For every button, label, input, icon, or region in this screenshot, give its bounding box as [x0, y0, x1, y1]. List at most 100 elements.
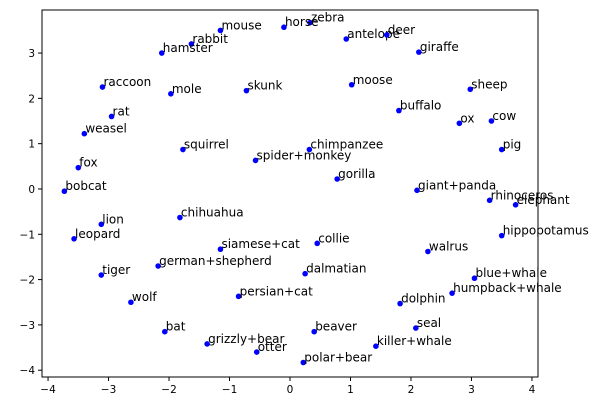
data-point-label: gorilla — [338, 167, 375, 181]
data-point — [98, 221, 105, 228]
data-point — [71, 236, 77, 242]
data-point-label: walrus — [429, 239, 468, 253]
data-point — [512, 202, 519, 208]
data-point — [416, 49, 422, 55]
data-point-label: wolf — [132, 290, 157, 304]
data-point — [449, 290, 455, 296]
x-tick-label: 1 — [347, 384, 354, 396]
y-tick-label: −2 — [20, 275, 35, 287]
data-point — [281, 24, 287, 31]
x-tick-label: −3 — [101, 384, 116, 396]
data-point — [383, 32, 390, 38]
x-tick-label: 4 — [529, 384, 536, 396]
data-point — [158, 50, 165, 56]
points-layer: zebrahorsemouserabbithamsterantelopedeer… — [61, 11, 589, 366]
data-point — [61, 188, 68, 195]
data-point-label: killer+whale — [377, 334, 452, 348]
data-point-label: deer — [388, 23, 415, 37]
data-point-label: moose — [353, 73, 393, 87]
data-point — [471, 275, 478, 282]
data-point-label: fox — [79, 156, 97, 170]
data-point-label: ox — [460, 111, 474, 125]
x-tick-label: 2 — [408, 384, 415, 396]
data-point-label: seal — [417, 316, 441, 330]
data-point-label: dolphin — [401, 292, 445, 306]
y-tick-label: −1 — [20, 229, 35, 241]
data-point — [108, 113, 115, 120]
data-point-label: beaver — [315, 320, 357, 334]
data-point-label: giant+panda — [418, 178, 496, 192]
x-tick-label: −2 — [161, 384, 176, 396]
y-tick-label: −4 — [20, 365, 36, 377]
data-point — [498, 146, 505, 153]
data-point — [252, 157, 259, 164]
data-point — [486, 197, 493, 204]
data-point — [311, 328, 317, 335]
data-point — [188, 41, 195, 47]
data-point — [302, 270, 308, 277]
data-point — [414, 187, 420, 194]
data-point-label: lion — [102, 212, 124, 226]
data-point-label: spider+monkey — [257, 148, 352, 162]
y-tick-label: 3 — [28, 48, 35, 60]
data-point — [99, 84, 106, 90]
data-point — [155, 263, 161, 269]
data-point — [253, 349, 260, 355]
data-point-label: hamster — [163, 41, 213, 55]
data-point-label: zebra — [311, 11, 345, 25]
data-point-label: skunk — [247, 79, 282, 93]
data-point — [243, 87, 250, 94]
data-point — [413, 325, 419, 331]
data-point — [217, 246, 224, 253]
data-point-label: cow — [492, 109, 516, 123]
data-point-label: grizzly+bear — [208, 332, 284, 346]
data-point-label: german+shepherd — [159, 254, 272, 268]
data-point-label: dalmatian — [306, 262, 366, 276]
data-point — [488, 118, 495, 124]
x-tick-label: −4 — [40, 384, 56, 396]
y-tick-label: 1 — [28, 139, 35, 151]
data-point-label: rabbit — [192, 32, 228, 46]
data-point-label: persian+cat — [240, 284, 313, 298]
data-point — [307, 19, 313, 26]
data-point-label: mouse — [221, 18, 261, 32]
x-tick-label: 0 — [287, 384, 294, 396]
data-point-label: elephant — [517, 193, 570, 207]
data-point — [425, 248, 431, 255]
data-point-label: hippopotamus — [503, 224, 589, 238]
data-point-label: bat — [166, 320, 186, 334]
data-point-label: sheep — [471, 77, 507, 91]
data-point-label: rat — [113, 104, 130, 118]
data-point-label: humpback+whale — [453, 281, 562, 295]
data-point — [467, 86, 474, 93]
y-tick-label: 2 — [28, 93, 35, 105]
x-tick-label: 3 — [468, 384, 475, 396]
data-point — [81, 130, 88, 137]
data-point-label: pig — [503, 138, 522, 152]
data-point-label: tiger — [102, 263, 130, 277]
data-point — [334, 176, 340, 182]
data-point — [300, 359, 307, 366]
data-point-label: blue+whale — [475, 266, 546, 280]
data-point — [373, 343, 379, 349]
data-point — [98, 272, 105, 278]
data-point — [314, 240, 321, 247]
data-point-label: leopard — [75, 227, 120, 241]
data-point — [306, 146, 313, 153]
x-tick-label: −1 — [222, 384, 237, 396]
data-point — [204, 341, 210, 347]
data-point-label: giraffe — [420, 40, 459, 54]
data-point — [343, 36, 350, 42]
data-point — [456, 120, 463, 127]
data-point — [217, 27, 224, 34]
y-tick-label: −3 — [20, 320, 35, 332]
data-point — [397, 300, 403, 307]
data-point — [235, 293, 242, 300]
data-point-label: chimpanzee — [310, 138, 383, 152]
data-point-label: chihuahua — [181, 206, 244, 220]
data-point — [128, 299, 134, 306]
data-point — [180, 146, 186, 153]
data-point-label: buffalo — [400, 99, 442, 113]
data-point-label: bobcat — [65, 179, 107, 193]
